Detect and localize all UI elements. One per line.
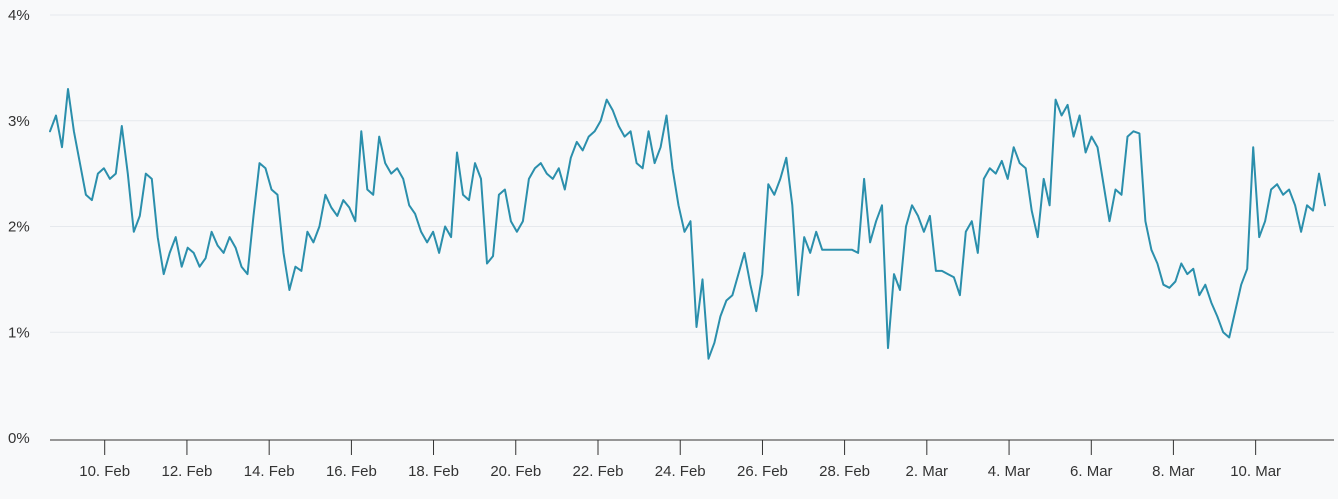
gridlines: [50, 14, 1334, 333]
x-axis-ticks: [104, 440, 1257, 455]
x-axis-label: 18. Feb: [408, 463, 459, 480]
x-axis-label: 8. Mar: [1152, 463, 1195, 480]
x-axis-label: 28. Feb: [819, 463, 870, 480]
x-axis-labels: 10. Feb 12. Feb 14. Feb 16. Feb 18. Feb 20. F…: [79, 463, 1281, 480]
x-axis-label: 20. Feb: [490, 463, 541, 480]
series-line: [49, 88, 1326, 360]
y-axis-label: 0%: [8, 430, 30, 447]
x-axis-label: 16. Feb: [326, 463, 377, 480]
y-axis-labels: 0% 1% 2% 3% 4%: [8, 7, 30, 447]
x-axis-label: 24. Feb: [655, 463, 706, 480]
y-axis-label: 1%: [8, 324, 30, 341]
x-axis-label: 2. Mar: [906, 463, 949, 480]
x-axis-label: 14. Feb: [244, 463, 295, 480]
y-axis-label: 2%: [8, 219, 30, 236]
x-axis-label: 26. Feb: [737, 463, 788, 480]
y-axis-label: 4%: [8, 7, 30, 24]
x-axis-label: 10. Mar: [1230, 463, 1281, 480]
y-axis-label: 3%: [8, 113, 30, 130]
x-axis-label: 10. Feb: [79, 463, 130, 480]
x-axis-label: 4. Mar: [988, 463, 1031, 480]
x-axis-label: 12. Feb: [161, 463, 212, 480]
x-axis-label: 6. Mar: [1070, 463, 1113, 480]
x-axis-label: 22. Feb: [573, 463, 624, 480]
